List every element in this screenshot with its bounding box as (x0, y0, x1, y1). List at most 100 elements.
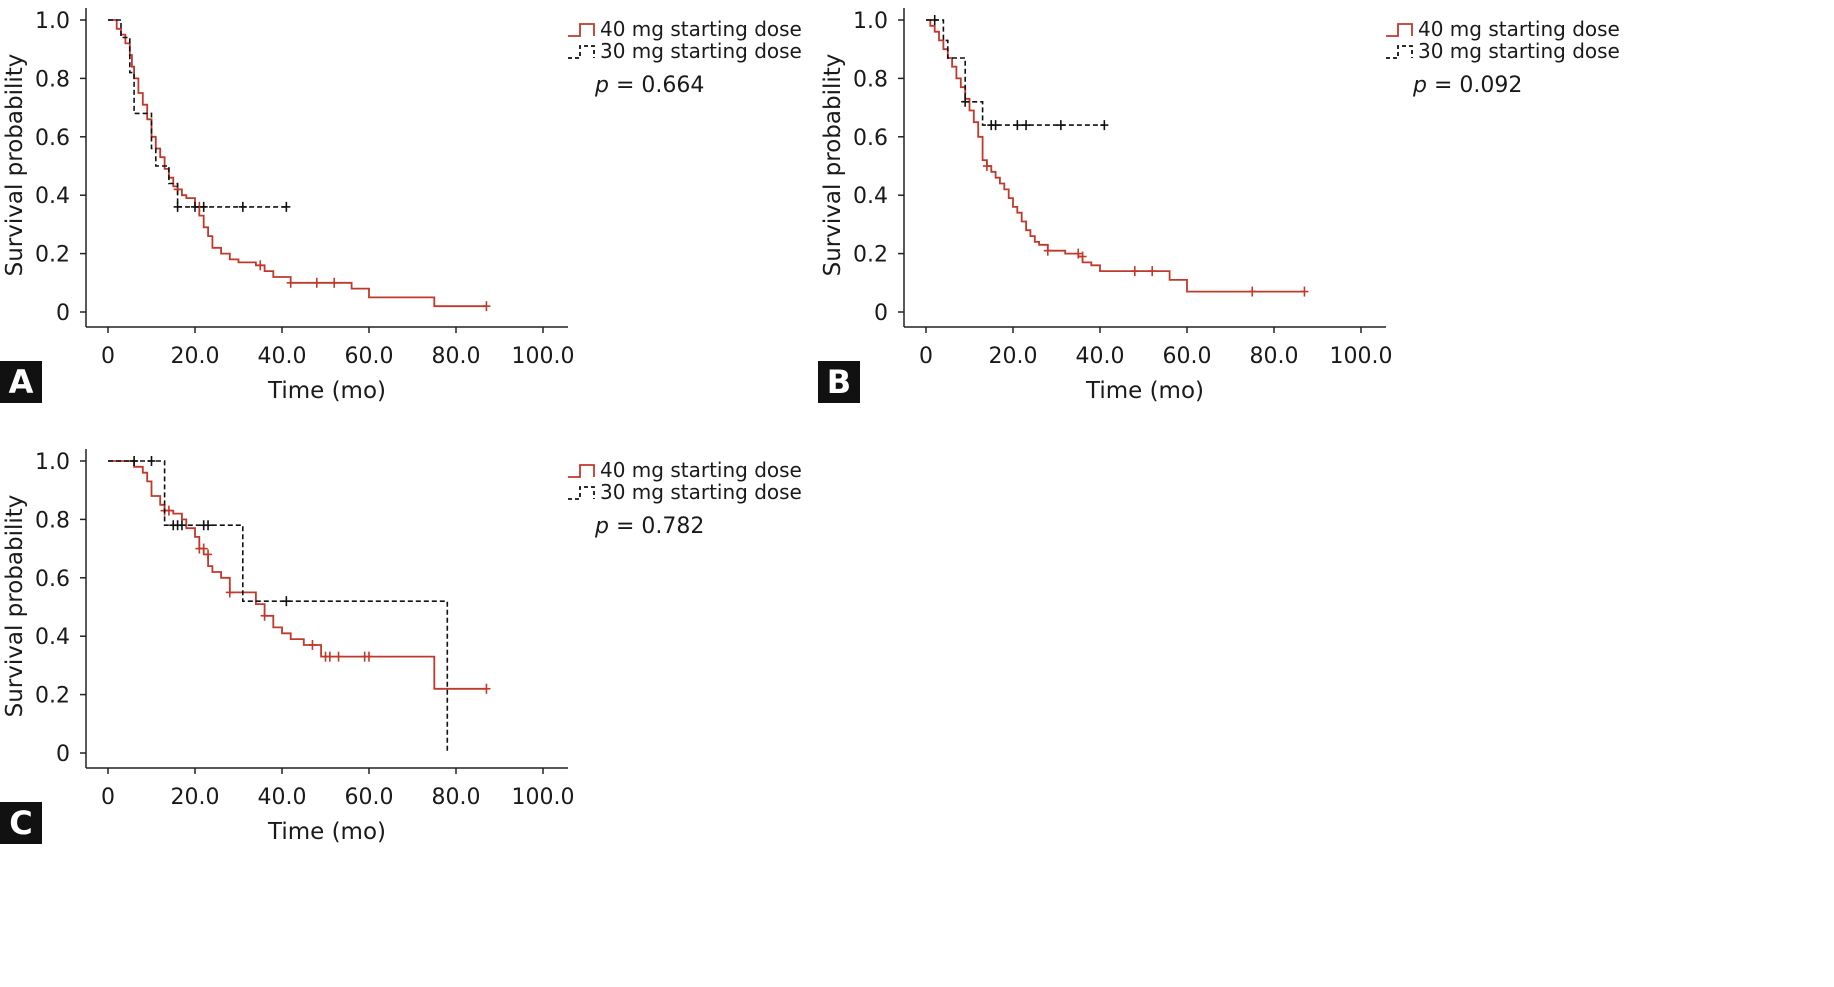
censor-mark-40mg (365, 651, 373, 662)
km-chart-svg: 0 20.0 40.0 60.0 80.0 100.0 0 0.2 0.4 0.6 0.8 1.0 Ti… (0, 449, 802, 845)
y-tick-label: 0.4 (35, 184, 70, 209)
x-axis-title: Time (mo) (1085, 378, 1204, 404)
y-tick-label: 0.4 (853, 184, 888, 209)
x-tick-label: 40.0 (258, 785, 307, 810)
censor-mark-30mg (204, 520, 213, 531)
km-chart-svg: 0 20.0 40.0 60.0 80.0 100.0 0 0.2 0.4 0.6 0.8 1.0 Ti… (818, 8, 1620, 404)
legend-label-30mg: 30 mg starting dose (600, 480, 802, 504)
censor-mark-40mg (330, 277, 339, 288)
x-tick-label: 80.0 (432, 344, 481, 369)
censor-mark-40mg (325, 651, 334, 662)
censor-mark-30mg (1100, 120, 1109, 131)
p-value-annotation: p = 0.782 (594, 514, 704, 539)
censor-mark-30mg (961, 96, 970, 107)
legend-swatch-40mg (568, 464, 595, 478)
y-tick-label: 0 (56, 301, 70, 326)
legend-swatch-30mg (568, 486, 595, 500)
x-axis-title: Time (mo) (267, 378, 386, 404)
censor-mark-30mg (1013, 120, 1022, 131)
y-tick-label: 1.0 (853, 9, 888, 34)
censor-mark-40mg (164, 505, 173, 516)
censor-mark-40mg (312, 277, 321, 288)
y-tick-label: 0.6 (35, 567, 70, 592)
censor-mark-30mg (930, 15, 939, 25)
censor-mark-40mg (334, 651, 343, 662)
legend-label-30mg: 30 mg starting dose (600, 39, 802, 63)
km-chart-svg: 0 20.0 40.0 60.0 80.0 100.0 0 0.2 0.4 0.6 0.8 1.0 Ti… (0, 8, 802, 404)
legend-swatch-40mg (568, 23, 595, 37)
censor-mark-30mg (199, 201, 208, 212)
x-tick-label: 80.0 (1250, 344, 1299, 369)
series-line-40mg (926, 19, 1305, 293)
censor-mark-30mg (282, 596, 291, 607)
censor-mark-40mg (1074, 248, 1083, 259)
series-line-30mg (108, 19, 287, 208)
censor-mark-30mg (991, 120, 1000, 131)
p-value-annotation: p = 0.664 (594, 73, 704, 98)
censor-mark-40mg (199, 543, 208, 554)
y-tick-label: 0.2 (35, 684, 70, 709)
y-tick-label: 1.0 (35, 9, 70, 34)
censor-mark-30mg (177, 520, 186, 531)
censor-mark-40mg (1043, 245, 1052, 256)
censor-mark-40mg (308, 639, 317, 650)
y-tick-label: 0.8 (35, 67, 70, 92)
y-tick-label: 0.2 (853, 243, 888, 268)
panel-letter: C (9, 804, 32, 842)
censor-mark-40mg (256, 260, 265, 271)
legend-label-40mg: 40 mg starting dose (600, 17, 802, 41)
x-tick-label: 100.0 (512, 785, 575, 810)
censor-mark-40mg (1248, 286, 1257, 297)
censor-mark-40mg (260, 610, 269, 621)
panel-letter-box (0, 802, 42, 844)
y-axis-title: Survival probability (820, 54, 846, 277)
y-axis-title: Survival probability (2, 495, 28, 718)
censor-mark-30mg (282, 201, 291, 212)
panel-a: 0 20.0 40.0 60.0 80.0 100.0 0 0.2 0.4 0.6 0.8 1.0 Ti… (0, 0, 802, 410)
x-tick-label: 80.0 (432, 785, 481, 810)
censor-mark-30mg (173, 201, 182, 212)
censor-mark-30mg (1056, 120, 1065, 131)
series-line-40mg (108, 19, 487, 308)
series-line-30mg (926, 19, 1105, 126)
y-tick-label: 0 (874, 301, 888, 326)
y-tick-label: 1.0 (35, 450, 70, 475)
y-tick-label: 0.8 (853, 67, 888, 92)
censor-mark-40mg (1148, 266, 1157, 277)
y-tick-label: 0.2 (35, 243, 70, 268)
legend-swatch-40mg (1386, 23, 1413, 37)
censor-mark-40mg (286, 277, 295, 288)
legend-swatch-30mg (568, 45, 595, 59)
censor-mark-40mg (1130, 266, 1139, 277)
panel-letter-box (0, 361, 42, 403)
panel-b: 0 20.0 40.0 60.0 80.0 100.0 0 0.2 0.4 0.6 0.8 1.0 Ti… (818, 0, 1620, 410)
x-tick-label: 0 (919, 344, 933, 369)
panel-letter: B (827, 363, 851, 401)
censor-mark-40mg (204, 549, 213, 560)
censor-mark-30mg (130, 456, 139, 466)
y-tick-label: 0 (56, 742, 70, 767)
p-value-annotation: p = 0.092 (1412, 73, 1522, 98)
y-tick-label: 0.6 (35, 126, 70, 151)
censor-mark-40mg (482, 683, 491, 694)
x-tick-label: 20.0 (989, 344, 1038, 369)
y-axis-title: Survival probability (2, 54, 28, 277)
panel-letter-box (818, 361, 860, 403)
censor-mark-40mg (982, 161, 991, 171)
y-tick-label: 0.4 (35, 625, 70, 650)
x-tick-label: 40.0 (258, 344, 307, 369)
legend-label-30mg: 30 mg starting dose (1418, 39, 1620, 63)
censor-mark-40mg (1078, 251, 1087, 262)
x-tick-label: 60.0 (1163, 344, 1212, 369)
x-tick-label: 100.0 (512, 344, 575, 369)
y-tick-label: 0.8 (35, 508, 70, 533)
x-tick-label: 40.0 (1076, 344, 1125, 369)
x-tick-label: 60.0 (345, 344, 394, 369)
censor-mark-30mg (238, 201, 247, 212)
legend-swatch-30mg (1386, 45, 1413, 59)
censor-mark-40mg (482, 301, 491, 312)
censor-mark-30mg (147, 456, 156, 466)
censor-mark-30mg (191, 201, 199, 212)
legend-label-40mg: 40 mg starting dose (600, 458, 802, 482)
